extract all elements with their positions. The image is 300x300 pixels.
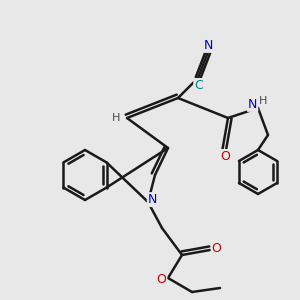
Text: O: O xyxy=(220,150,230,163)
Text: O: O xyxy=(157,273,166,286)
Text: N: N xyxy=(204,39,214,52)
Text: N: N xyxy=(148,193,157,206)
Text: N: N xyxy=(248,98,257,111)
Text: C: C xyxy=(194,79,203,92)
Text: H: H xyxy=(112,113,121,123)
Text: H: H xyxy=(259,95,268,106)
Text: O: O xyxy=(212,242,221,255)
